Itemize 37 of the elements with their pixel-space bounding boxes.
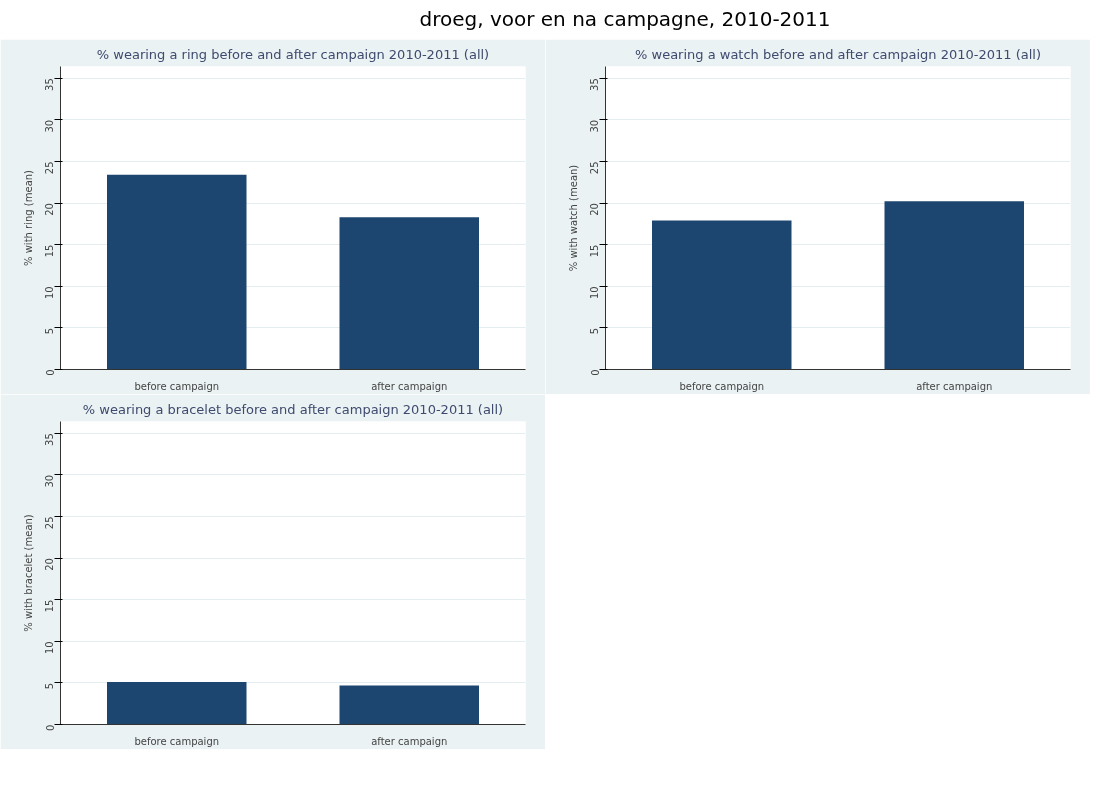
y-tick-label: 10: [44, 285, 56, 299]
text: droeg, voor en na campagne, 2010-2011: [419, 6, 831, 33]
y-tick-label: 15: [589, 244, 601, 257]
y-tick-label: 30: [589, 119, 601, 133]
y-tick-label: 15: [44, 244, 56, 257]
y-tick-label: 0: [589, 369, 601, 376]
y-tick-label: 25: [589, 160, 601, 174]
y-tick-label: 0: [44, 724, 56, 731]
y-tick-label: 30: [44, 474, 56, 488]
y-tick-label: 35: [589, 77, 601, 91]
y-tick-label: 35: [44, 432, 56, 446]
y-axis-title: % with watch (mean): [567, 164, 579, 271]
chart-title: % wearing a ring before and after campaign 2010-2011 (all): [96, 46, 490, 62]
y-tick-label: 20: [589, 202, 601, 216]
y-tick-label: 20: [44, 557, 56, 571]
x-tick-label: before campaign: [134, 380, 220, 392]
y-tick-label: 10: [589, 285, 601, 299]
x-tick-label: before campaign: [134, 735, 220, 747]
y-tick-label: 35: [44, 77, 56, 91]
x-tick-label: before campaign: [679, 380, 765, 392]
chart-title: % wearing a bracelet before and after campaign 2010-2011 (all): [82, 401, 504, 417]
x-tick-label: after campaign: [371, 380, 448, 392]
y-tick-label: 20: [44, 202, 56, 216]
y-tick-label: 25: [44, 160, 56, 174]
y-tick-label: 0: [44, 369, 56, 376]
y-tick-label: 30: [44, 119, 56, 133]
y-tick-label: 25: [44, 515, 56, 529]
x-tick-label: after campaign: [916, 380, 993, 392]
y-tick-label: 15: [44, 599, 56, 612]
y-tick-label: 10: [44, 640, 56, 654]
x-tick-label: after campaign: [371, 735, 448, 747]
y-tick-label: 5: [44, 327, 56, 334]
y-tick-label: 5: [589, 327, 601, 334]
y-tick-label: 5: [44, 682, 56, 689]
y-axis-title: % with bracelet (mean): [22, 513, 34, 632]
y-axis-title: % with ring (mean): [22, 169, 34, 266]
chart-title: % wearing a watch before and after campaign 2010-2011 (all): [635, 46, 1041, 62]
